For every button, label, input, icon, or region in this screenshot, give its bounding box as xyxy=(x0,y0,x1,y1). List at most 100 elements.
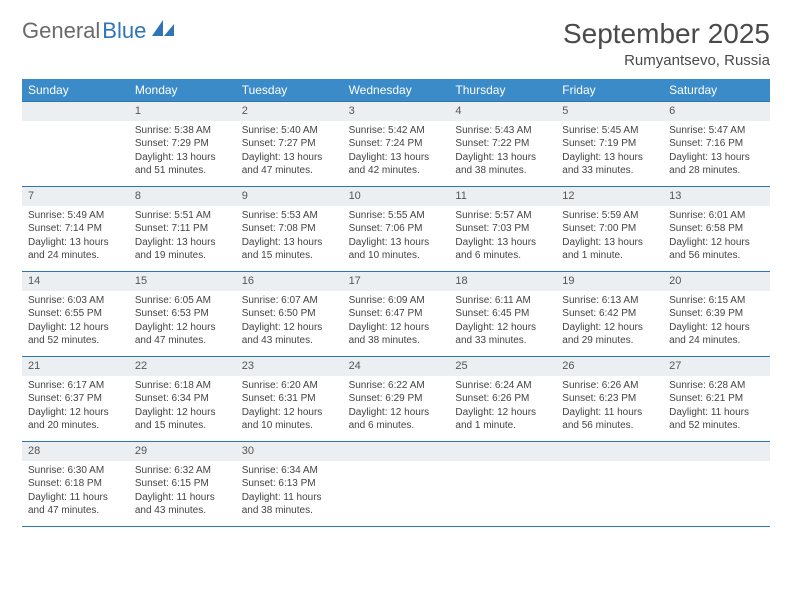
day-number: 8 xyxy=(129,187,236,206)
sunrise-text: Sunrise: 5:55 AM xyxy=(349,209,444,223)
daylight-text: Daylight: 12 hours and 1 minute. xyxy=(455,406,550,433)
day-body: Sunrise: 6:13 AMSunset: 6:42 PMDaylight:… xyxy=(556,291,663,354)
sunrise-text: Sunrise: 6:30 AM xyxy=(28,464,123,478)
sunset-text: Sunset: 6:45 PM xyxy=(455,307,550,321)
day-number: 2 xyxy=(236,102,343,121)
sunrise-text: Sunrise: 6:11 AM xyxy=(455,294,550,308)
sunrise-text: Sunrise: 6:07 AM xyxy=(242,294,337,308)
day-cell: 18Sunrise: 6:11 AMSunset: 6:45 PMDayligh… xyxy=(449,272,556,356)
sunrise-text: Sunrise: 6:20 AM xyxy=(242,379,337,393)
week-row: 7Sunrise: 5:49 AMSunset: 7:14 PMDaylight… xyxy=(22,186,770,271)
weekday-tuesday: Tuesday xyxy=(236,79,343,101)
sunset-text: Sunset: 7:03 PM xyxy=(455,222,550,236)
sunset-text: Sunset: 6:31 PM xyxy=(242,392,337,406)
daylight-text: Daylight: 12 hours and 56 minutes. xyxy=(669,236,764,263)
daylight-text: Daylight: 11 hours and 52 minutes. xyxy=(669,406,764,433)
day-body: Sunrise: 5:51 AMSunset: 7:11 PMDaylight:… xyxy=(129,206,236,269)
sunrise-text: Sunrise: 5:38 AM xyxy=(135,124,230,138)
day-cell: 3Sunrise: 5:42 AMSunset: 7:24 PMDaylight… xyxy=(343,102,450,186)
day-number: 21 xyxy=(22,357,129,376)
day-cell-empty xyxy=(449,442,556,526)
sunset-text: Sunset: 7:19 PM xyxy=(562,137,657,151)
daylight-text: Daylight: 12 hours and 33 minutes. xyxy=(455,321,550,348)
day-number: 20 xyxy=(663,272,770,291)
day-cell: 14Sunrise: 6:03 AMSunset: 6:55 PMDayligh… xyxy=(22,272,129,356)
daylight-text: Daylight: 13 hours and 10 minutes. xyxy=(349,236,444,263)
weekday-monday: Monday xyxy=(129,79,236,101)
sunset-text: Sunset: 6:15 PM xyxy=(135,477,230,491)
day-number: 24 xyxy=(343,357,450,376)
sunrise-text: Sunrise: 5:45 AM xyxy=(562,124,657,138)
header: GeneralBlue September 2025 Rumyantsevo, … xyxy=(22,18,770,69)
daylight-text: Daylight: 12 hours and 52 minutes. xyxy=(28,321,123,348)
day-number: 19 xyxy=(556,272,663,291)
sunset-text: Sunset: 6:23 PM xyxy=(562,392,657,406)
calendar-body: 1Sunrise: 5:38 AMSunset: 7:29 PMDaylight… xyxy=(22,101,770,527)
sunset-text: Sunset: 6:21 PM xyxy=(669,392,764,406)
sunset-text: Sunset: 7:08 PM xyxy=(242,222,337,236)
day-number-empty xyxy=(556,442,663,461)
day-number: 4 xyxy=(449,102,556,121)
day-body: Sunrise: 6:28 AMSunset: 6:21 PMDaylight:… xyxy=(663,376,770,439)
day-number-empty xyxy=(449,442,556,461)
title-block: September 2025 Rumyantsevo, Russia xyxy=(563,18,770,69)
weekday-thursday: Thursday xyxy=(449,79,556,101)
sunset-text: Sunset: 7:24 PM xyxy=(349,137,444,151)
daylight-text: Daylight: 12 hours and 38 minutes. xyxy=(349,321,444,348)
day-number: 1 xyxy=(129,102,236,121)
weekday-sunday: Sunday xyxy=(22,79,129,101)
day-number: 28 xyxy=(22,442,129,461)
day-number: 29 xyxy=(129,442,236,461)
day-number: 3 xyxy=(343,102,450,121)
sunrise-text: Sunrise: 5:43 AM xyxy=(455,124,550,138)
day-number: 15 xyxy=(129,272,236,291)
sunrise-text: Sunrise: 6:22 AM xyxy=(349,379,444,393)
sunrise-text: Sunrise: 6:18 AM xyxy=(135,379,230,393)
sunrise-text: Sunrise: 6:26 AM xyxy=(562,379,657,393)
week-row: 14Sunrise: 6:03 AMSunset: 6:55 PMDayligh… xyxy=(22,271,770,356)
day-number: 26 xyxy=(556,357,663,376)
day-body: Sunrise: 5:43 AMSunset: 7:22 PMDaylight:… xyxy=(449,121,556,184)
day-body: Sunrise: 6:09 AMSunset: 6:47 PMDaylight:… xyxy=(343,291,450,354)
day-cell: 13Sunrise: 6:01 AMSunset: 6:58 PMDayligh… xyxy=(663,187,770,271)
day-cell: 24Sunrise: 6:22 AMSunset: 6:29 PMDayligh… xyxy=(343,357,450,441)
daylight-text: Daylight: 11 hours and 43 minutes. xyxy=(135,491,230,518)
day-number: 25 xyxy=(449,357,556,376)
sunrise-text: Sunrise: 6:03 AM xyxy=(28,294,123,308)
sunset-text: Sunset: 7:27 PM xyxy=(242,137,337,151)
daylight-text: Daylight: 12 hours and 24 minutes. xyxy=(669,321,764,348)
sunrise-text: Sunrise: 6:15 AM xyxy=(669,294,764,308)
day-body: Sunrise: 5:45 AMSunset: 7:19 PMDaylight:… xyxy=(556,121,663,184)
day-number: 12 xyxy=(556,187,663,206)
day-cell-empty xyxy=(343,442,450,526)
day-cell: 11Sunrise: 5:57 AMSunset: 7:03 PMDayligh… xyxy=(449,187,556,271)
day-cell: 27Sunrise: 6:28 AMSunset: 6:21 PMDayligh… xyxy=(663,357,770,441)
daylight-text: Daylight: 13 hours and 24 minutes. xyxy=(28,236,123,263)
week-row: 28Sunrise: 6:30 AMSunset: 6:18 PMDayligh… xyxy=(22,441,770,527)
day-body: Sunrise: 5:42 AMSunset: 7:24 PMDaylight:… xyxy=(343,121,450,184)
month-title: September 2025 xyxy=(563,18,770,50)
day-body: Sunrise: 5:59 AMSunset: 7:00 PMDaylight:… xyxy=(556,206,663,269)
sunset-text: Sunset: 6:13 PM xyxy=(242,477,337,491)
sunrise-text: Sunrise: 6:09 AM xyxy=(349,294,444,308)
daylight-text: Daylight: 12 hours and 47 minutes. xyxy=(135,321,230,348)
sunset-text: Sunset: 7:16 PM xyxy=(669,137,764,151)
day-cell: 1Sunrise: 5:38 AMSunset: 7:29 PMDaylight… xyxy=(129,102,236,186)
sunset-text: Sunset: 6:26 PM xyxy=(455,392,550,406)
daylight-text: Daylight: 12 hours and 10 minutes. xyxy=(242,406,337,433)
day-cell: 15Sunrise: 6:05 AMSunset: 6:53 PMDayligh… xyxy=(129,272,236,356)
sunset-text: Sunset: 7:22 PM xyxy=(455,137,550,151)
sunrise-text: Sunrise: 6:17 AM xyxy=(28,379,123,393)
sunrise-text: Sunrise: 6:32 AM xyxy=(135,464,230,478)
daylight-text: Daylight: 13 hours and 6 minutes. xyxy=(455,236,550,263)
day-cell: 2Sunrise: 5:40 AMSunset: 7:27 PMDaylight… xyxy=(236,102,343,186)
day-cell: 21Sunrise: 6:17 AMSunset: 6:37 PMDayligh… xyxy=(22,357,129,441)
day-number: 5 xyxy=(556,102,663,121)
day-cell-empty xyxy=(556,442,663,526)
day-number: 23 xyxy=(236,357,343,376)
day-body: Sunrise: 6:03 AMSunset: 6:55 PMDaylight:… xyxy=(22,291,129,354)
day-cell: 16Sunrise: 6:07 AMSunset: 6:50 PMDayligh… xyxy=(236,272,343,356)
day-body: Sunrise: 5:47 AMSunset: 7:16 PMDaylight:… xyxy=(663,121,770,184)
daylight-text: Daylight: 12 hours and 20 minutes. xyxy=(28,406,123,433)
day-body: Sunrise: 6:22 AMSunset: 6:29 PMDaylight:… xyxy=(343,376,450,439)
